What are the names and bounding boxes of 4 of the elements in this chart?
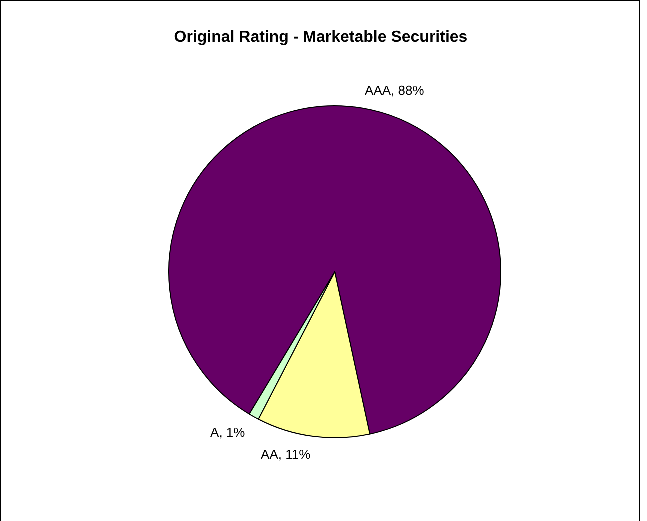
slice-label: AA, 11% [261, 446, 312, 462]
slice-label: AAA, 88% [365, 82, 425, 98]
slice-label: A, 1% [210, 425, 246, 440]
chart-title: Original Rating - Marketable Securities [173, 29, 469, 47]
